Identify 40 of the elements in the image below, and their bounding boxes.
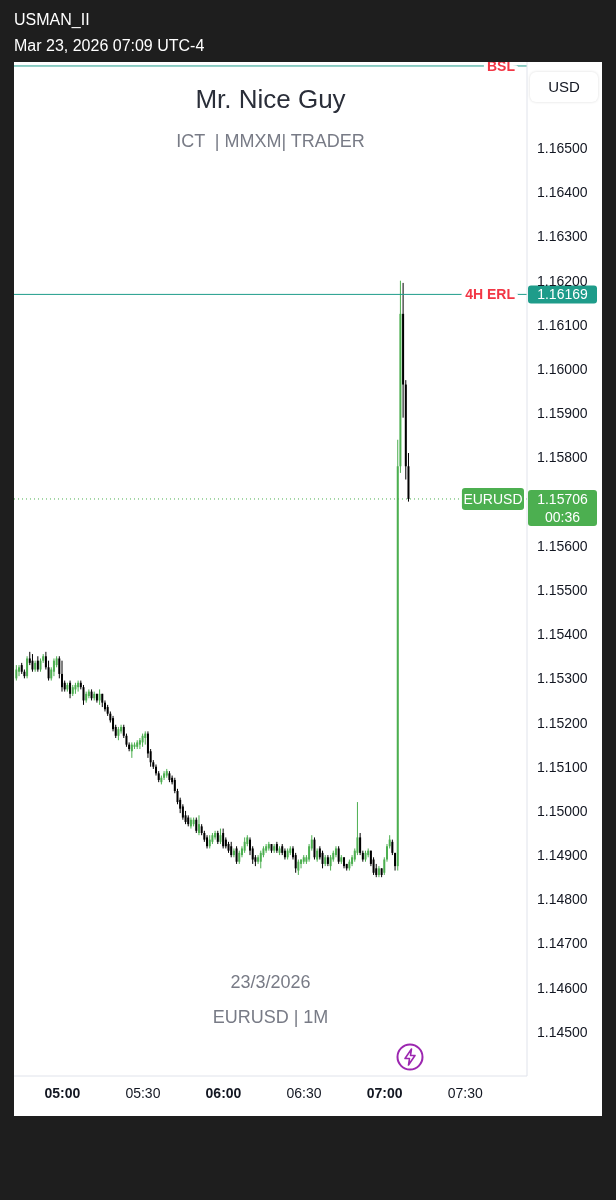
y-tick-label: 1.15900 (537, 405, 588, 422)
text: Mar 23, 2026 07:09 UTC-4 (14, 36, 205, 56)
x-tick-label: 06:30 (286, 1084, 322, 1101)
x-tick-label: 07:00 (366, 1084, 403, 1101)
text: 00:36 (544, 508, 581, 525)
text: USMAN_II (14, 10, 91, 30)
y-tick-label: 1.15200 (537, 714, 588, 731)
text: Mr. Nice Guy (194, 84, 347, 115)
currency-button: USD (530, 72, 598, 102)
y-tick-label: 1.15400 (537, 626, 588, 643)
annotation: 23/3/2026 (229, 972, 312, 993)
candlestick (283, 847, 286, 860)
y-tick-label: 1.14600 (537, 979, 588, 996)
y-tick-label: 1.16300 (537, 228, 588, 245)
y-tick-label: 1.15500 (537, 581, 588, 598)
y-tick-label: 1.15600 (537, 537, 588, 554)
y-tick-label: 1.16100 (537, 316, 588, 333)
x-tick-label: 05:00 (44, 1084, 81, 1101)
y-tick-label: 1.15800 (537, 449, 588, 466)
y-tick-label: 1.15100 (537, 758, 588, 775)
candlestick (26, 655, 29, 679)
y-tick-label: 1.16500 (537, 140, 588, 157)
x-tick-label: 06:00 (205, 1084, 242, 1101)
text: 1.15706 (537, 490, 589, 507)
y-tick-label: 1.14700 (537, 935, 588, 952)
y-tick-label: 1.14500 (537, 1023, 588, 1040)
annotation: EURUSD | 1M (211, 1007, 330, 1028)
x-tick-label: 05:30 (125, 1084, 161, 1101)
y-tick-label: 1.15000 (537, 802, 588, 819)
y-tick-label: 1.14800 (537, 891, 588, 908)
candlestick (61, 660, 63, 693)
y-tick-label: 1.16400 (537, 184, 588, 201)
y-tick-label: 1.14900 (537, 847, 588, 864)
text: 1.16169 (537, 286, 589, 303)
text: ICT | MMXM| TRADER (175, 131, 366, 152)
y-tick-label: 1.16200 (537, 272, 588, 289)
y-tick-label: 1.15300 (537, 670, 588, 687)
y-tick-label: 1.16000 (537, 361, 588, 378)
candlestick (189, 817, 192, 830)
x-tick-label: 07:30 (447, 1084, 483, 1101)
